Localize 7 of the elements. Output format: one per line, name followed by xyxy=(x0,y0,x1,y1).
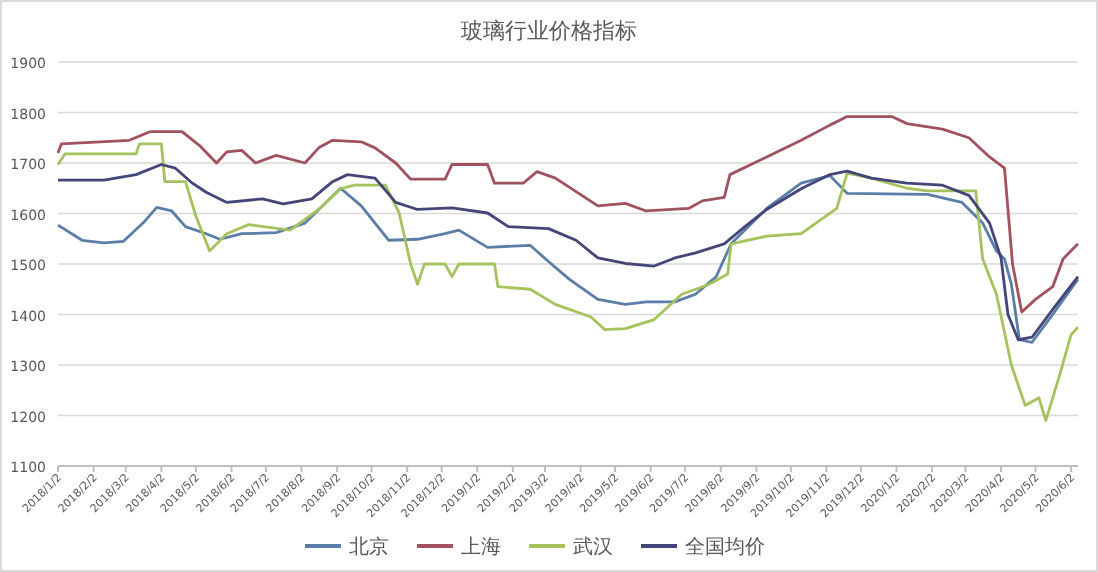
legend-label: 全国均价 xyxy=(685,535,765,559)
legend-label: 武汉 xyxy=(573,535,613,559)
chart-title: 玻璃行业价格指标 xyxy=(461,18,637,44)
legend-label: 北京 xyxy=(349,535,389,559)
line-series xyxy=(56,115,1080,314)
legend-label: 上海 xyxy=(461,535,501,559)
line-series xyxy=(56,142,1080,422)
